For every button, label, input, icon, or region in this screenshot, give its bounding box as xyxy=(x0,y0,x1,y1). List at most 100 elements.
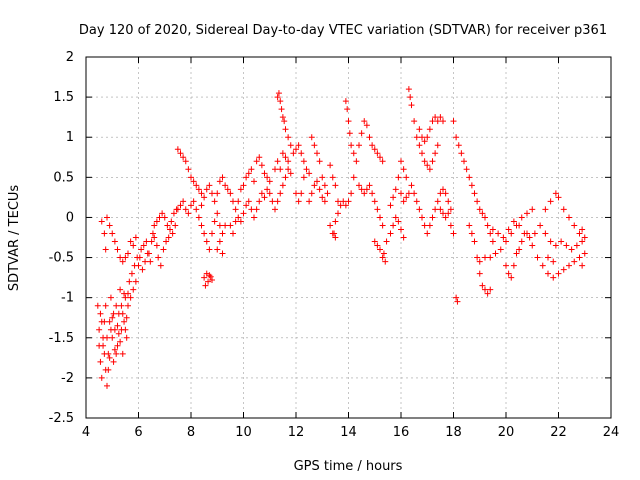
data-point xyxy=(537,222,544,229)
data-point xyxy=(476,206,483,213)
data-point xyxy=(119,258,126,265)
y-tick-label: 0 xyxy=(66,210,74,225)
data-point xyxy=(245,170,252,177)
data-point xyxy=(534,254,541,261)
data-point xyxy=(277,98,284,105)
data-point xyxy=(274,198,281,205)
data-point xyxy=(345,198,352,205)
data-point xyxy=(159,210,166,217)
data-point xyxy=(104,382,110,389)
data-point xyxy=(550,258,557,265)
data-point xyxy=(232,218,239,225)
x-tick-label: 14 xyxy=(340,425,357,440)
data-point xyxy=(107,294,114,301)
data-point xyxy=(555,270,562,277)
data-point xyxy=(185,166,192,173)
data-point xyxy=(440,210,446,217)
data-point xyxy=(408,102,415,109)
data-point xyxy=(321,182,328,189)
data-point xyxy=(344,106,351,113)
data-point xyxy=(547,238,554,245)
data-point xyxy=(424,230,431,237)
data-point xyxy=(453,134,460,141)
data-point xyxy=(235,198,242,205)
data-point xyxy=(216,178,223,185)
data-point xyxy=(531,230,538,237)
data-point xyxy=(174,146,181,153)
data-point xyxy=(151,222,158,229)
x-tick-label: 24 xyxy=(603,425,620,440)
data-point xyxy=(471,238,478,245)
data-point xyxy=(505,226,512,233)
x-tick-label: 20 xyxy=(498,425,515,440)
data-point xyxy=(566,262,572,269)
data-point xyxy=(211,198,218,205)
data-point xyxy=(335,198,341,205)
data-point xyxy=(346,130,353,137)
data-point xyxy=(432,206,439,213)
data-point xyxy=(161,214,168,221)
data-point xyxy=(128,270,135,277)
data-markers xyxy=(94,86,588,389)
data-point xyxy=(290,150,297,157)
y-tick-label: -0.5 xyxy=(49,251,74,266)
data-point xyxy=(314,150,320,157)
data-point xyxy=(566,214,572,221)
data-point xyxy=(121,318,128,325)
data-point xyxy=(413,134,420,141)
data-point xyxy=(119,350,126,357)
x-tick-label: 12 xyxy=(288,425,305,440)
data-point xyxy=(188,174,194,181)
data-point xyxy=(400,166,407,173)
data-point xyxy=(135,262,142,269)
data-point xyxy=(445,210,452,217)
data-point xyxy=(379,158,386,165)
data-point xyxy=(177,150,184,157)
data-point xyxy=(167,226,173,233)
data-point xyxy=(125,250,131,257)
data-point xyxy=(119,310,126,317)
data-point xyxy=(251,214,257,221)
data-point xyxy=(127,294,134,301)
data-point xyxy=(311,142,318,149)
data-point xyxy=(573,242,580,249)
data-point xyxy=(209,230,215,237)
data-point xyxy=(170,210,177,217)
data-point xyxy=(243,174,250,181)
data-point xyxy=(331,230,338,237)
data-point xyxy=(130,242,137,249)
data-point xyxy=(560,266,567,273)
data-point xyxy=(132,234,139,241)
data-point xyxy=(206,182,213,189)
data-point xyxy=(421,158,428,165)
data-point xyxy=(227,190,234,197)
data-point xyxy=(282,126,289,133)
data-point xyxy=(274,158,281,165)
x-tick-label: 10 xyxy=(235,425,252,440)
data-point xyxy=(111,346,118,353)
data-point xyxy=(495,230,502,237)
data-point xyxy=(424,162,431,169)
data-point xyxy=(510,262,517,269)
data-point xyxy=(295,198,302,205)
data-point xyxy=(198,222,205,229)
data-point xyxy=(110,310,117,317)
data-point xyxy=(125,302,131,309)
data-point xyxy=(405,86,412,93)
data-point xyxy=(136,254,143,261)
data-point xyxy=(505,270,512,277)
x-tick-label: 22 xyxy=(550,425,567,440)
data-point xyxy=(232,206,239,213)
data-point xyxy=(424,134,431,141)
data-point xyxy=(168,218,175,225)
data-point xyxy=(547,198,554,205)
data-point xyxy=(398,190,404,197)
data-point xyxy=(201,274,208,281)
data-point xyxy=(432,114,439,121)
data-point xyxy=(576,230,583,237)
data-point xyxy=(253,158,260,165)
data-point xyxy=(356,182,362,189)
data-point xyxy=(258,162,265,169)
data-point xyxy=(211,218,218,225)
